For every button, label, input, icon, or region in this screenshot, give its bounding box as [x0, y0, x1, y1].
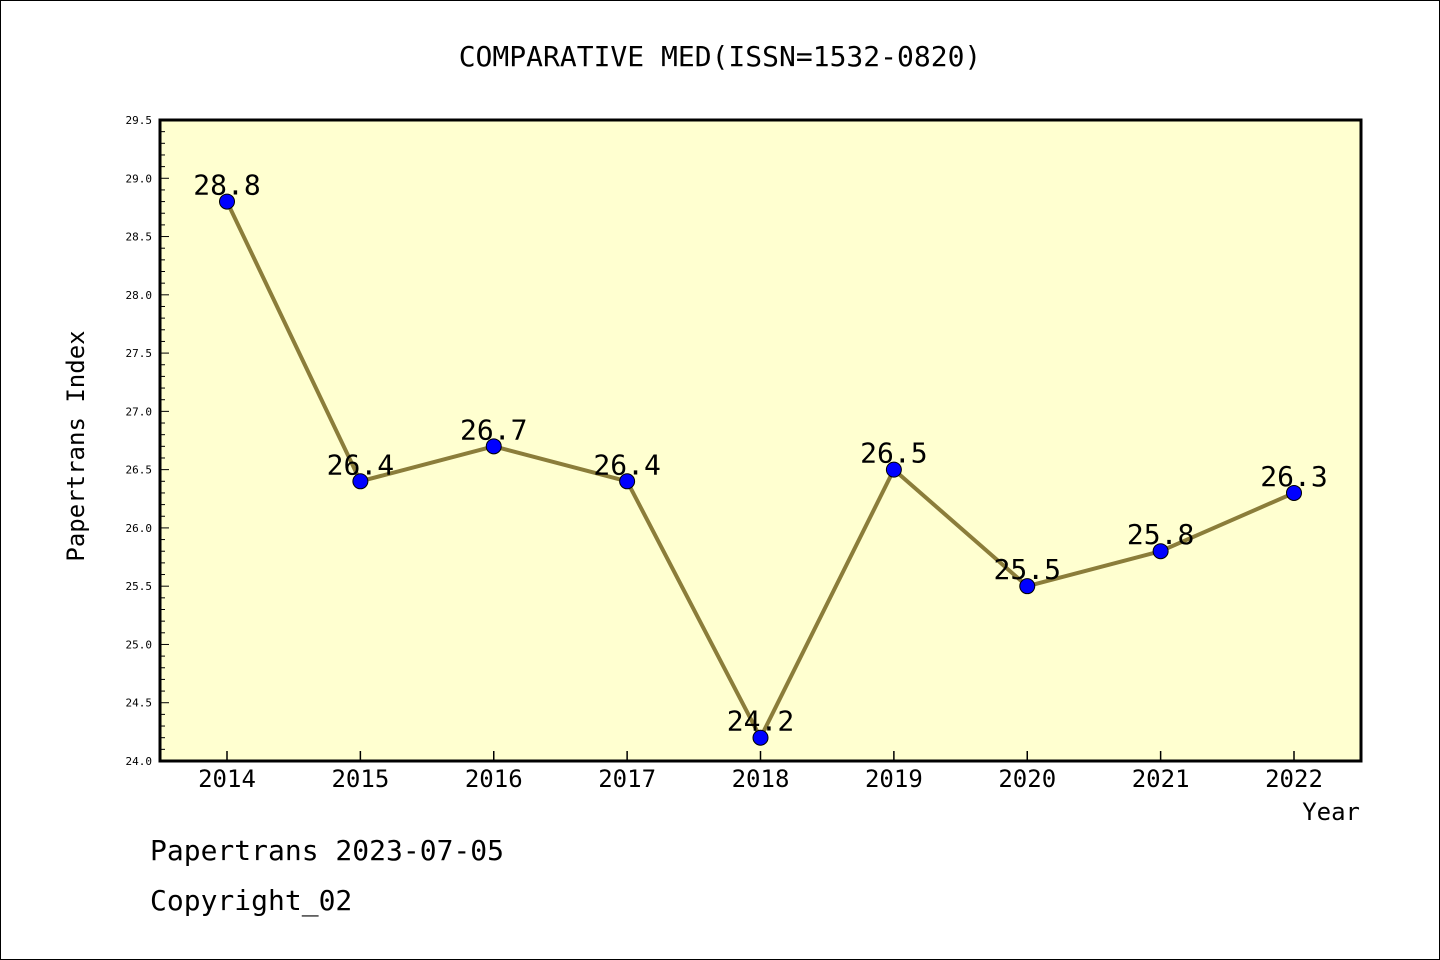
x-tick-label: 2018	[732, 765, 790, 793]
data-point	[752, 729, 769, 746]
y-tick-label: 26.5	[126, 464, 153, 477]
chart-title: COMPARATIVE MED(ISSN=1532-0820)	[459, 40, 982, 73]
y-tick-label: 29.5	[126, 114, 153, 127]
footer-copyright: Copyright_02	[150, 884, 353, 917]
data-label: 25.5	[994, 553, 1061, 586]
data-point	[1019, 578, 1036, 595]
x-tick-label: 2020	[998, 765, 1056, 793]
footer-date: Papertrans 2023-07-05	[150, 834, 505, 867]
x-axis: 2014 2015 2016 2017 2018 2019 2020 2021 2022	[198, 751, 1323, 793]
x-tick-label: 2021	[1132, 765, 1190, 793]
data-point	[1152, 543, 1169, 560]
x-tick-label: 2016	[465, 765, 523, 793]
data-label: 26.3	[1260, 460, 1327, 493]
data-point	[885, 461, 902, 478]
y-axis-label: Papertrans Index	[62, 330, 90, 561]
data-label: 24.2	[727, 705, 794, 738]
y-tick-label: 27.5	[126, 347, 153, 360]
data-point	[619, 473, 636, 490]
data-label: 26.4	[327, 448, 394, 481]
x-tick-label: 2022	[1265, 765, 1323, 793]
data-label: 26.4	[593, 448, 660, 481]
y-tick-label: 25.5	[126, 580, 153, 593]
y-tick-label: 27.0	[126, 405, 153, 418]
y-tick-label: 28.0	[126, 289, 153, 302]
x-axis-label: Year	[1302, 798, 1360, 826]
y-axis: 24.0 24.5 25.0 25.5 26.0 26.5 27.0 27.5 28.0 28.5…	[126, 114, 169, 768]
y-tick-label: 26.0	[126, 522, 153, 535]
data-label: 26.7	[460, 413, 527, 446]
data-point	[219, 193, 235, 210]
y-tick-label: 25.0	[126, 638, 153, 651]
data-label: 25.8	[1127, 518, 1194, 551]
data-label: 26.5	[860, 437, 927, 470]
data-point	[1286, 484, 1302, 501]
y-tick-label: 29.0	[126, 172, 153, 185]
data-label: 28.8	[193, 169, 260, 202]
y-tick-label: 28.5	[126, 231, 153, 244]
x-tick-label: 2015	[331, 765, 389, 793]
data-point	[485, 438, 502, 455]
y-tick-label: 24.5	[126, 697, 153, 710]
y-tick-label: 24.0	[126, 755, 153, 768]
x-tick-label: 2017	[598, 765, 656, 793]
plot-area	[158, 118, 1363, 763]
data-point	[352, 473, 369, 490]
x-tick-label: 2014	[198, 765, 256, 793]
x-tick-label: 2019	[865, 765, 923, 793]
series-layer: 28.8 26.4 26.7 26.4 24.2 26.5 25.5 25.8 26.3	[193, 169, 1328, 746]
